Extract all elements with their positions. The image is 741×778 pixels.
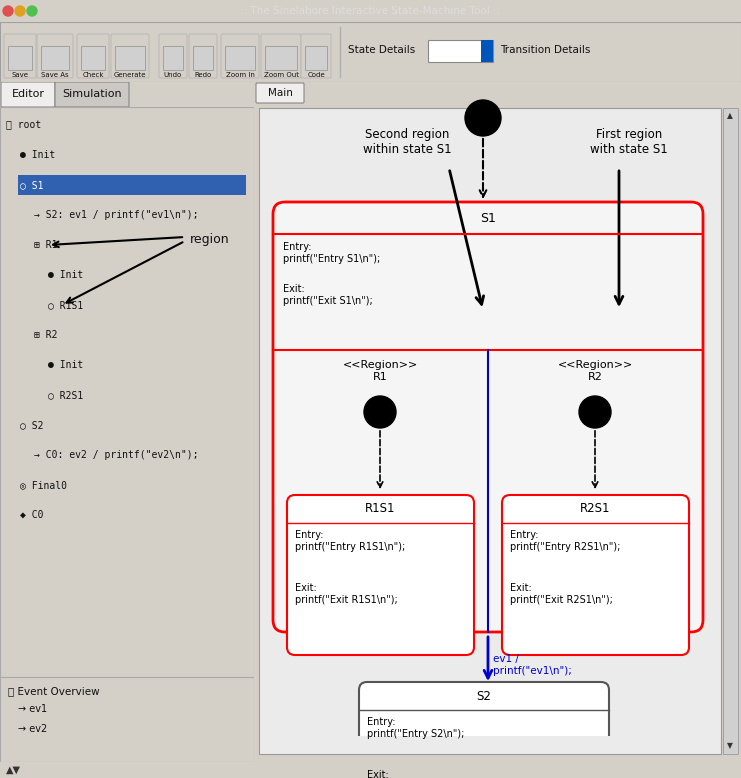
Text: Zoom In: Zoom In <box>225 72 254 78</box>
Text: Second region
within state S1: Second region within state S1 <box>362 128 451 156</box>
Text: ⊞ R2: ⊞ R2 <box>34 330 58 340</box>
Text: → S2: ev1 / printf("ev1\n");: → S2: ev1 / printf("ev1\n"); <box>34 210 199 220</box>
FancyBboxPatch shape <box>287 495 474 655</box>
FancyBboxPatch shape <box>502 495 689 655</box>
Text: ▼: ▼ <box>727 741 733 751</box>
Bar <box>428 40 493 62</box>
FancyBboxPatch shape <box>111 34 149 78</box>
FancyBboxPatch shape <box>359 682 609 778</box>
Text: ▲: ▲ <box>727 111 733 121</box>
FancyBboxPatch shape <box>221 34 259 78</box>
Text: Simulation: Simulation <box>62 89 122 99</box>
FancyBboxPatch shape <box>273 202 703 632</box>
Text: ◆ C0: ◆ C0 <box>20 510 44 520</box>
Bar <box>305 46 327 70</box>
Circle shape <box>3 6 13 16</box>
Text: ○ R2S1: ○ R2S1 <box>48 390 83 400</box>
Text: ▲▼: ▲▼ <box>6 765 21 775</box>
Text: Undo: Undo <box>164 72 182 78</box>
Bar <box>18 175 246 195</box>
Text: Entry:
printf("Entry R2S1\n");: Entry: printf("Entry R2S1\n"); <box>510 530 620 552</box>
Bar <box>265 46 297 70</box>
Text: Code: Code <box>308 72 325 78</box>
Text: Editor: Editor <box>12 89 44 99</box>
Text: R2S1: R2S1 <box>580 503 611 516</box>
Text: State Details: State Details <box>348 45 415 55</box>
FancyBboxPatch shape <box>189 34 217 78</box>
Circle shape <box>465 100 501 136</box>
Text: Exit:
printf("Exit S1\n");: Exit: printf("Exit S1\n"); <box>283 284 373 306</box>
Text: Exit:
printf("Exit R1S1\n");: Exit: printf("Exit R1S1\n"); <box>295 583 398 605</box>
Text: Zoom Out: Zoom Out <box>264 72 299 78</box>
Text: First region
with state S1: First region with state S1 <box>590 128 668 156</box>
FancyBboxPatch shape <box>301 34 331 78</box>
Text: ● Init: ● Init <box>20 150 56 160</box>
Circle shape <box>15 6 25 16</box>
Text: Main: Main <box>268 88 293 98</box>
Text: → ev1: → ev1 <box>18 704 47 714</box>
Text: R1S1: R1S1 <box>365 503 396 516</box>
Text: Exit:
printf("Exit R2S1\n");: Exit: printf("Exit R2S1\n"); <box>510 583 613 605</box>
Text: S1: S1 <box>480 212 496 226</box>
FancyBboxPatch shape <box>77 34 109 78</box>
FancyBboxPatch shape <box>159 34 187 78</box>
FancyBboxPatch shape <box>261 34 301 78</box>
FancyBboxPatch shape <box>4 34 36 78</box>
Text: ● Init: ● Init <box>48 270 83 280</box>
Circle shape <box>364 396 396 428</box>
Text: ● Init: ● Init <box>48 360 83 370</box>
Text: <<Region>>
R1: <<Region>> R1 <box>343 360 418 381</box>
FancyBboxPatch shape <box>1 82 55 107</box>
FancyBboxPatch shape <box>55 82 129 107</box>
Text: Entry:
printf("Entry S2\n");: Entry: printf("Entry S2\n"); <box>367 717 465 738</box>
Text: Generate: Generate <box>114 72 146 78</box>
Bar <box>481 40 493 62</box>
Text: → C0: ev2 / printf("ev2\n");: → C0: ev2 / printf("ev2\n"); <box>34 450 199 460</box>
Bar <box>41 46 69 70</box>
Text: :: The Sinelabore Interactive State-Machine Tool ::: :: The Sinelabore Interactive State-Mach… <box>240 6 500 16</box>
FancyBboxPatch shape <box>256 83 304 103</box>
Bar <box>163 46 183 70</box>
Text: S2: S2 <box>476 689 491 703</box>
Bar <box>8 46 32 70</box>
Bar <box>193 46 213 70</box>
Text: Check: Check <box>82 72 104 78</box>
Text: <<Region>>
R2: <<Region>> R2 <box>558 360 633 381</box>
Text: Redo: Redo <box>194 72 212 78</box>
Text: 📁 Event Overview: 📁 Event Overview <box>8 686 99 696</box>
FancyBboxPatch shape <box>37 34 73 78</box>
Text: ○ S2: ○ S2 <box>20 420 44 430</box>
Text: Transition Details: Transition Details <box>500 45 591 55</box>
Text: → ev2: → ev2 <box>18 724 47 734</box>
Circle shape <box>27 6 37 16</box>
Text: Save: Save <box>12 72 28 78</box>
Text: Entry:
printf("Entry S1\n");: Entry: printf("Entry S1\n"); <box>283 242 380 264</box>
Text: Save As: Save As <box>41 72 69 78</box>
Text: ◎ Final0: ◎ Final0 <box>20 480 67 490</box>
Text: region: region <box>190 233 230 246</box>
Bar <box>723 108 738 754</box>
Text: ⊞ R1: ⊞ R1 <box>34 240 58 250</box>
Bar <box>225 46 255 70</box>
Text: ev1 /
printf("ev1\n");: ev1 / printf("ev1\n"); <box>493 654 572 675</box>
Text: ○ R1S1: ○ R1S1 <box>48 300 83 310</box>
Circle shape <box>579 396 611 428</box>
Text: 📁 root: 📁 root <box>6 120 41 130</box>
Text: ○ S1: ○ S1 <box>20 180 44 190</box>
Bar <box>115 46 145 70</box>
Bar <box>81 46 105 70</box>
Text: Entry:
printf("Entry R1S1\n");: Entry: printf("Entry R1S1\n"); <box>295 530 405 552</box>
Text: Exit:
printf("Exit S2\n");: Exit: printf("Exit S2\n"); <box>367 770 457 778</box>
